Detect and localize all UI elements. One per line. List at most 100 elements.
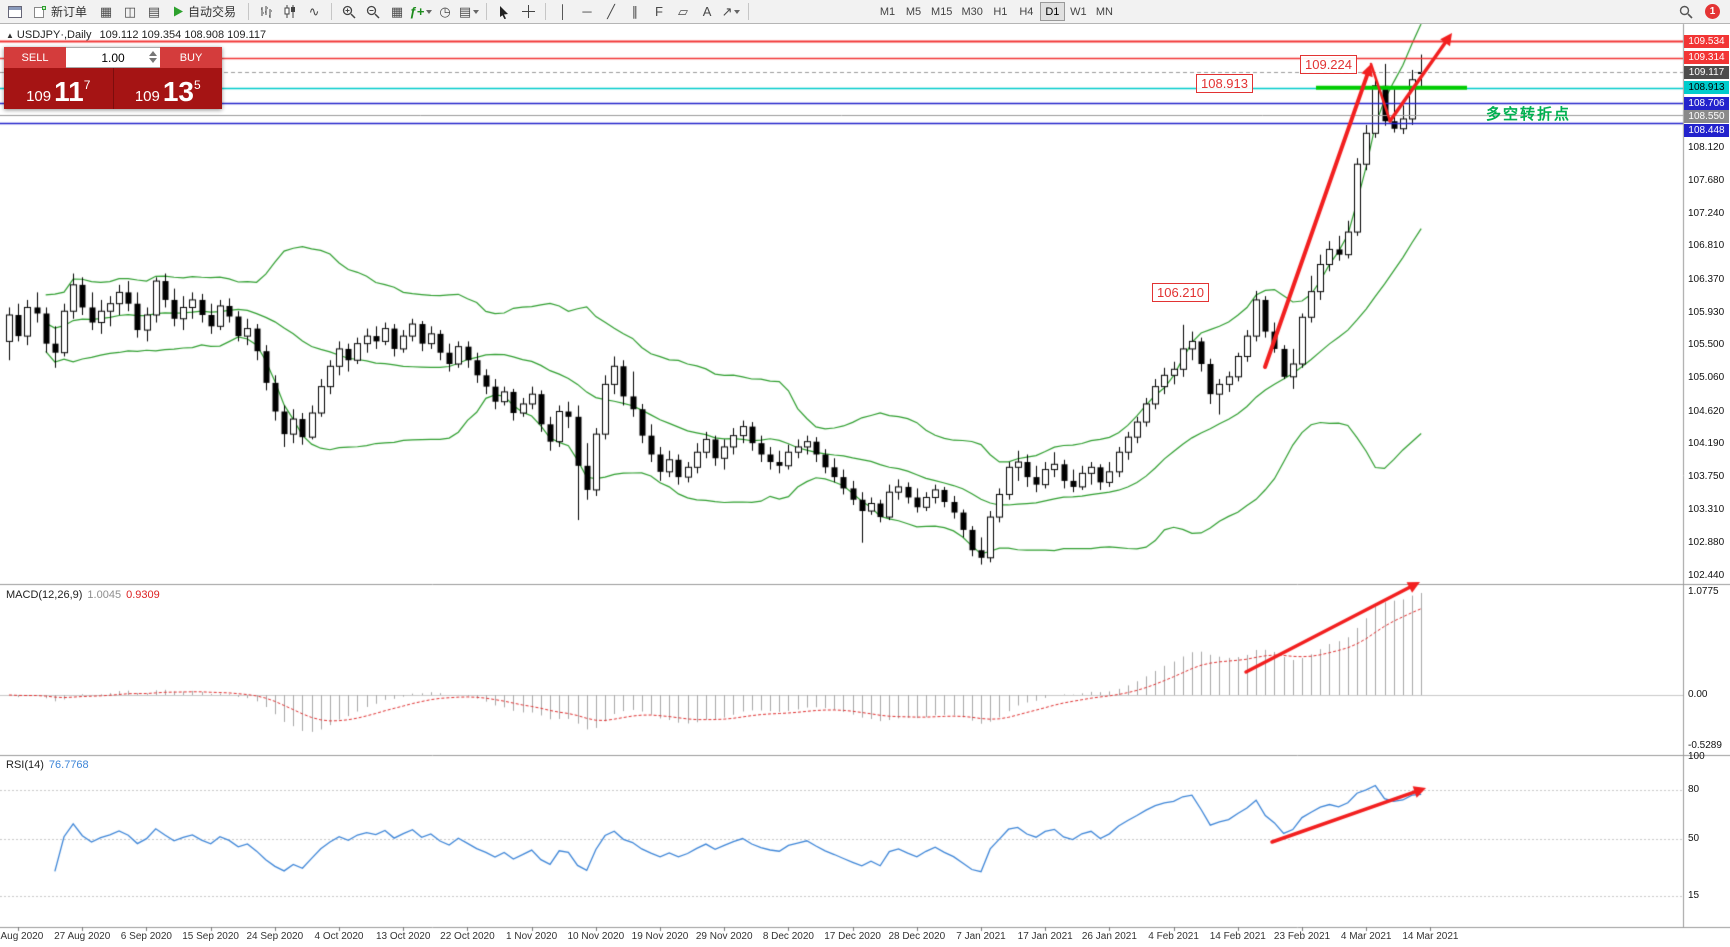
tile-windows-icon[interactable]: ▦ — [390, 3, 404, 19]
toolbar-separator — [248, 3, 250, 20]
channel-tool-icon[interactable]: ∥ — [631, 3, 639, 19]
line-chart-icon[interactable]: ∿ — [308, 3, 320, 19]
date-label: 29 Nov 2020 — [695, 931, 753, 942]
rsi-tick: 100 — [1688, 751, 1705, 763]
timeframe-H1[interactable]: H1 — [988, 2, 1013, 21]
zoom-in-icon[interactable] — [338, 2, 360, 22]
timeframe-D1[interactable]: D1 — [1039, 2, 1065, 21]
date-label: 27 Aug 2020 — [54, 931, 111, 942]
buy-button[interactable]: BUY — [160, 47, 222, 68]
auto-trading-label: 自动交易 — [188, 5, 237, 19]
macd-tick: -0.5289 — [1688, 739, 1722, 751]
chart-window-icon[interactable] — [4, 2, 26, 22]
date-label: 6 Sep 2020 — [120, 931, 172, 942]
notification-badge[interactable]: 1 — [1705, 4, 1720, 19]
horizontal-line-tool-icon[interactable]: ─ — [582, 4, 592, 19]
date-label: 23 Feb 2021 — [1273, 931, 1331, 942]
new-order-button[interactable]: 新订单 — [28, 2, 93, 22]
buy-price[interactable]: 109 13 5 — [114, 68, 223, 109]
timeframe-M30[interactable]: M30 — [957, 2, 986, 21]
price-tick: 107.240 — [1688, 207, 1725, 219]
auto-trading-button[interactable]: 自动交易 — [167, 2, 242, 22]
rsi-value: 76.7768 — [48, 759, 89, 771]
fibonacci-tool-icon[interactable]: F — [655, 4, 663, 19]
date-label: 28 Dec 2020 — [888, 931, 946, 942]
sell-button[interactable]: SELL — [4, 47, 66, 68]
macd-signal-value: 0.9309 — [126, 589, 160, 601]
crosshair-icon[interactable] — [517, 2, 539, 22]
symbol-ohlc-line[interactable]: ▲ USDJPY·,Daily 109.112 109.354 108.908 10… — [6, 29, 266, 41]
turning-point-annotation[interactable]: 多空转折点 — [1486, 106, 1572, 123]
arrow-objects-icon[interactable]: ↗ — [720, 2, 742, 22]
date-label: 14 Feb 2021 — [1209, 931, 1266, 942]
chevron-down-icon — [734, 9, 741, 14]
date-label: 14 Mar 2021 — [1402, 931, 1459, 942]
profiles-icon[interactable]: ◫ — [123, 3, 137, 19]
indicators-icon[interactable]: ƒ+ — [410, 2, 433, 22]
volume-input[interactable]: 1.00 — [66, 47, 160, 68]
date-label: 4 Oct 2020 — [314, 931, 364, 942]
date-label: 1 Nov 2020 — [506, 931, 558, 942]
price-callout-108913[interactable]: 108.913 — [1196, 74, 1253, 93]
stepper-down-icon[interactable] — [149, 58, 157, 63]
stepper-up-icon[interactable] — [149, 51, 157, 56]
timeframe-W1[interactable]: W1 — [1066, 2, 1091, 21]
date-label: 17 Dec 2020 — [824, 931, 881, 942]
sell-price-sup: 7 — [83, 78, 91, 92]
templates-icon[interactable]: ▤ — [458, 2, 480, 22]
timeframe-M15[interactable]: M15 — [927, 2, 956, 21]
price-tick: 107.680 — [1688, 174, 1725, 186]
date-label: 8 Aug 2020 — [0, 931, 44, 942]
toolbar-separator — [331, 3, 333, 20]
charts-icon[interactable]: ▦ — [99, 3, 113, 19]
date-label: 26 Jan 2021 — [1081, 931, 1137, 942]
volume-stepper[interactable] — [149, 51, 157, 63]
toolbar-separator — [545, 3, 547, 20]
date-label: 19 Nov 2020 — [631, 931, 689, 942]
macd-indicator-label: MACD(12,26,9) 1.0045 0.9309 — [6, 589, 160, 601]
vertical-line-tool-icon[interactable]: │ — [558, 4, 568, 19]
price-callout-106210[interactable]: 106.210 — [1152, 283, 1209, 302]
price-tick: 104.190 — [1688, 437, 1725, 449]
volume-value: 1.00 — [101, 50, 125, 65]
bar-chart-icon[interactable] — [255, 2, 277, 22]
price-chip: 108.550 — [1684, 110, 1729, 124]
price-chip: 108.706 — [1684, 96, 1729, 110]
price-callout-109224[interactable]: 109.224 — [1300, 55, 1357, 74]
timeframe-toolbar: M1 M5 M15 M30 H1 H4 D1 W1 MN — [875, 2, 1117, 21]
timeframe-M1[interactable]: M1 — [875, 2, 900, 21]
price-tick: 103.310 — [1688, 504, 1725, 516]
date-label: 4 Mar 2021 — [1340, 931, 1392, 942]
candlestick-chart-icon[interactable] — [279, 2, 301, 22]
timeframe-M5[interactable]: M5 — [901, 2, 926, 21]
trade-panel-price-row: 109 11 7 109 13 5 — [4, 68, 222, 109]
rsi-tick: 80 — [1688, 784, 1700, 795]
zoom-out-icon[interactable] — [362, 2, 384, 22]
data-window-icon[interactable]: ▤ — [147, 3, 161, 19]
buy-price-sup: 5 — [194, 78, 201, 92]
sell-price[interactable]: 109 11 7 — [4, 68, 113, 109]
shapes-tool-icon[interactable]: ▱ — [678, 3, 689, 19]
price-tick: 103.750 — [1688, 471, 1725, 483]
clock-icon[interactable]: ◷ — [439, 3, 451, 19]
timeframe-H4[interactable]: H4 — [1014, 2, 1039, 21]
date-label: 8 Dec 2020 — [762, 931, 814, 942]
buy-price-prefix: 109 — [134, 88, 160, 105]
date-label: 10 Nov 2020 — [567, 931, 625, 942]
chevron-down-icon — [426, 9, 433, 14]
macd-main-value: 1.0045 — [87, 589, 122, 601]
buy-price-big: 13 — [162, 76, 194, 108]
price-tick: 102.880 — [1688, 536, 1725, 548]
text-tool-icon[interactable]: A — [702, 4, 712, 19]
toolbar: 新订单 ▦ ◫ ▤ 自动交易 ∿ ▦ ƒ+ ◷ ▤ — [0, 0, 1730, 24]
search-icon[interactable] — [1675, 2, 1697, 22]
cursor-icon[interactable] — [493, 2, 515, 22]
price-tick: 106.810 — [1688, 240, 1725, 252]
trendline-tool-icon[interactable]: ╱ — [607, 3, 615, 19]
timeframe-MN[interactable]: MN — [1092, 2, 1117, 21]
price-tick: 106.370 — [1688, 273, 1725, 285]
toolbar-separator — [748, 3, 750, 20]
